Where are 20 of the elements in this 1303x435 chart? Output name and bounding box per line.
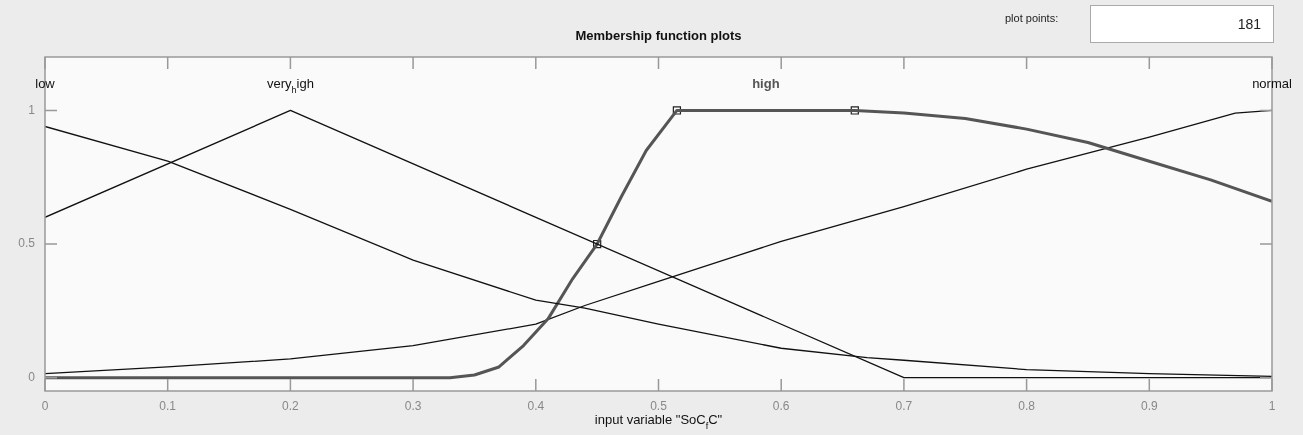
text: plot points: bbox=[1005, 12, 1059, 24]
y-tick-label: 0 bbox=[28, 369, 36, 384]
y-tick-label: 0.5 bbox=[18, 236, 36, 251]
x-tick-label: 1 bbox=[1268, 398, 1276, 413]
x-tick-label: 0.1 bbox=[159, 398, 177, 413]
series-label: high bbox=[752, 76, 780, 92]
y-tick-label: 1 bbox=[28, 102, 36, 117]
x-tick-label: 0.2 bbox=[282, 398, 300, 413]
x-tick-label: 0 bbox=[41, 398, 49, 413]
text-field: 181 bbox=[1090, 5, 1274, 43]
x-tick-label: 0.9 bbox=[1140, 398, 1158, 413]
x-tick-label: 0.7 bbox=[895, 398, 913, 413]
series-label: normal bbox=[1252, 76, 1292, 92]
chart-title: Membership function plots bbox=[575, 28, 742, 43]
x-tick-label: 0.3 bbox=[404, 398, 422, 413]
text: low bbox=[35, 76, 56, 92]
x-tick-label: 0.5 bbox=[650, 398, 668, 413]
x-tick-label: 0.4 bbox=[527, 398, 545, 413]
x-tick-label: 0.6 bbox=[772, 398, 790, 413]
x-tick-label: 0.8 bbox=[1018, 398, 1036, 413]
